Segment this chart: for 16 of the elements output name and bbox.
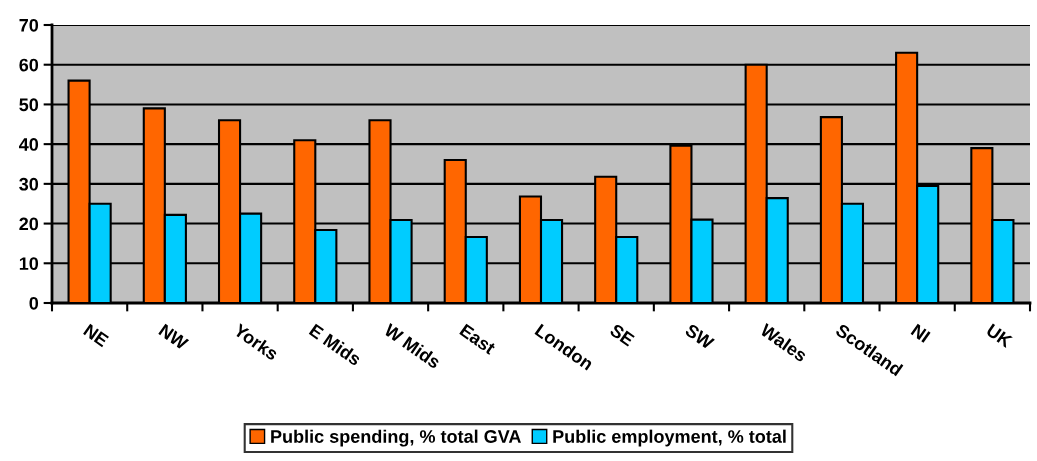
x-tick-label: NW bbox=[158, 323, 190, 351]
y-tick-label: 30 bbox=[19, 177, 39, 191]
y-tick-label: 0 bbox=[29, 296, 39, 310]
x-tick-label: SE bbox=[609, 323, 636, 347]
y-tick-label: 40 bbox=[19, 138, 39, 151]
y-tick-label: 50 bbox=[19, 98, 39, 112]
legend-label: Public employment, % total bbox=[553, 429, 786, 447]
legend-label: Public spending, % total GVA bbox=[271, 429, 521, 447]
y-tick-label: 10 bbox=[19, 257, 39, 271]
x-tick-label: NE bbox=[83, 323, 110, 348]
y-tick-label: 20 bbox=[19, 217, 39, 231]
x-tick-label: SW bbox=[684, 323, 715, 350]
x-tick-label: UK bbox=[985, 323, 1014, 349]
y-tick-label: 70 bbox=[19, 18, 39, 32]
y-tick-label: 60 bbox=[19, 58, 39, 72]
x-tick-label: NI bbox=[910, 323, 931, 343]
